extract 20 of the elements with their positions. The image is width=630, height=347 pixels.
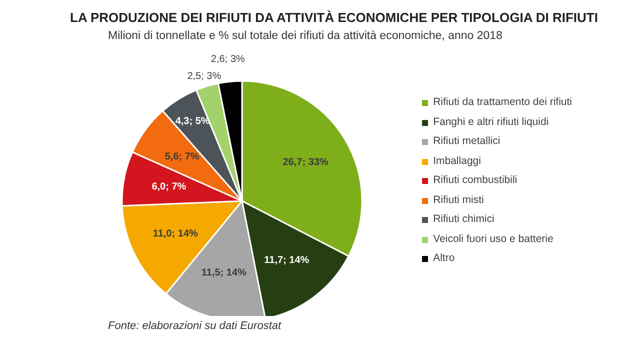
data-label: 2,5; 3%: [187, 71, 222, 82]
legend-label: Fanghi e altri rifiuti liquidi: [433, 114, 549, 130]
legend-label: Rifiuti metallici: [433, 134, 500, 150]
data-label: 11,0; 14%: [152, 228, 198, 240]
chart-subtitle: Milioni di tonnellate e % sul totale dei rifiuti da attività economiche, anno 2018: [108, 30, 502, 42]
data-label: 2,6; 3%: [210, 54, 245, 66]
data-label: 11,7; 14%: [264, 254, 310, 266]
legend-label: Rifiuti chimici: [433, 212, 494, 228]
legend-label: Rifiuti combustibili: [433, 173, 518, 188]
legend-label: Veicoli fuori uso e batterie: [433, 232, 554, 247]
data-label: 5,6; 7%: [164, 151, 200, 162]
legend-label: Imballaggi: [433, 154, 481, 169]
source-note: Fonte: elaborazioni su dati Eurostat: [108, 320, 282, 332]
chart-title: LA PRODUZIONE DEI RIFIUTI DA ATTIVITÀ ECONOMICHE PER TIPOLOGIA DI RIFIUTI: [70, 10, 598, 25]
legend-label: Altro: [433, 251, 455, 266]
legend-label: Rifiuti misti: [433, 192, 484, 208]
legend-label: Rifiuti da trattamento dei rifiuti: [433, 95, 572, 110]
data-label: 11,5; 14%: [201, 268, 247, 279]
data-label: 6,0; 7%: [152, 181, 186, 192]
data-label: 26,7; 33%: [282, 156, 328, 168]
